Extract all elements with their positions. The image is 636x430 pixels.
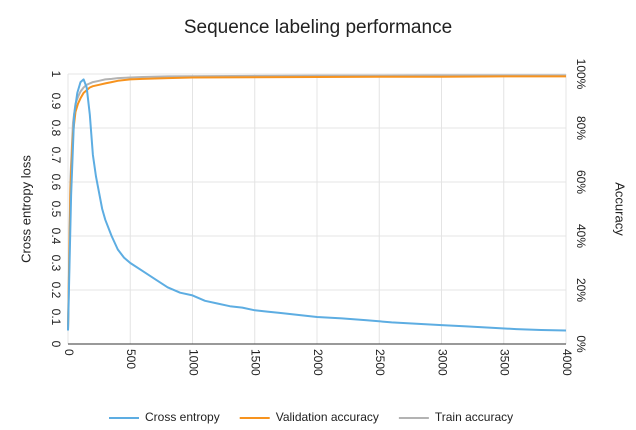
y-left-axis-title: Cross entropy loss [18, 155, 33, 263]
x-tick-label: 2500 [373, 349, 387, 376]
y-left-tick-label: 0.4 [49, 228, 63, 245]
x-tick-label: 500 [124, 349, 138, 369]
legend: Cross entropy Validation accuracy Train ac… [109, 410, 513, 424]
y-left-tick-label: 0.7 [49, 147, 63, 164]
y-right-tick-label: 40% [574, 224, 588, 248]
x-tick-label: 1000 [186, 349, 200, 376]
legend-label-train-accuracy: Train accuracy [435, 410, 513, 424]
grid [67, 73, 567, 345]
series-cross-entropy [67, 78, 567, 332]
x-tick-label: 2000 [311, 349, 325, 376]
x-tick-label: 4000 [560, 349, 574, 376]
y-left-tick-label: 1 [49, 71, 63, 78]
y-left-tick-label: 0.3 [49, 255, 63, 272]
y-right-tick-label: 100% [574, 59, 588, 90]
y-left-tick-label: 0 [49, 341, 63, 348]
y-left-tick-label: 0.5 [49, 201, 63, 218]
y-right-tick-label: 80% [574, 116, 588, 140]
axes: 0 500 1000 1500 2000 2500 3000 3500 4000 0 0.1 0.2 0… [49, 59, 588, 376]
legend-label-cross-entropy: Cross entropy [145, 410, 220, 424]
x-tick-label: 3500 [498, 349, 512, 376]
x-tick-label: 1500 [249, 349, 263, 376]
series-lines [67, 74, 567, 332]
y-left-tick-label: 0.6 [49, 174, 63, 191]
series-train-accuracy [67, 74, 566, 331]
legend-label-validation-accuracy: Validation accuracy [276, 410, 379, 424]
y-right-axis-title: Accuracy [613, 182, 628, 236]
x-tick-label: 3000 [435, 349, 449, 376]
chart-title: Sequence labeling performance [184, 17, 452, 38]
series-validation-accuracy [67, 75, 566, 331]
y-left-tick-label: 0.9 [49, 93, 63, 110]
y-right-tick-label: 60% [574, 170, 588, 194]
axis-labels: Cross entropy loss Accuracy [18, 155, 627, 263]
y-left-tick-label: 0.8 [49, 120, 63, 137]
y-left-tick-label: 0.1 [49, 309, 63, 326]
x-tick-label: 0 [62, 349, 76, 356]
y-left-tick-label: 0.2 [49, 282, 63, 299]
y-right-tick-label: 20% [574, 278, 588, 302]
y-right-tick-label: 0% [574, 335, 588, 353]
